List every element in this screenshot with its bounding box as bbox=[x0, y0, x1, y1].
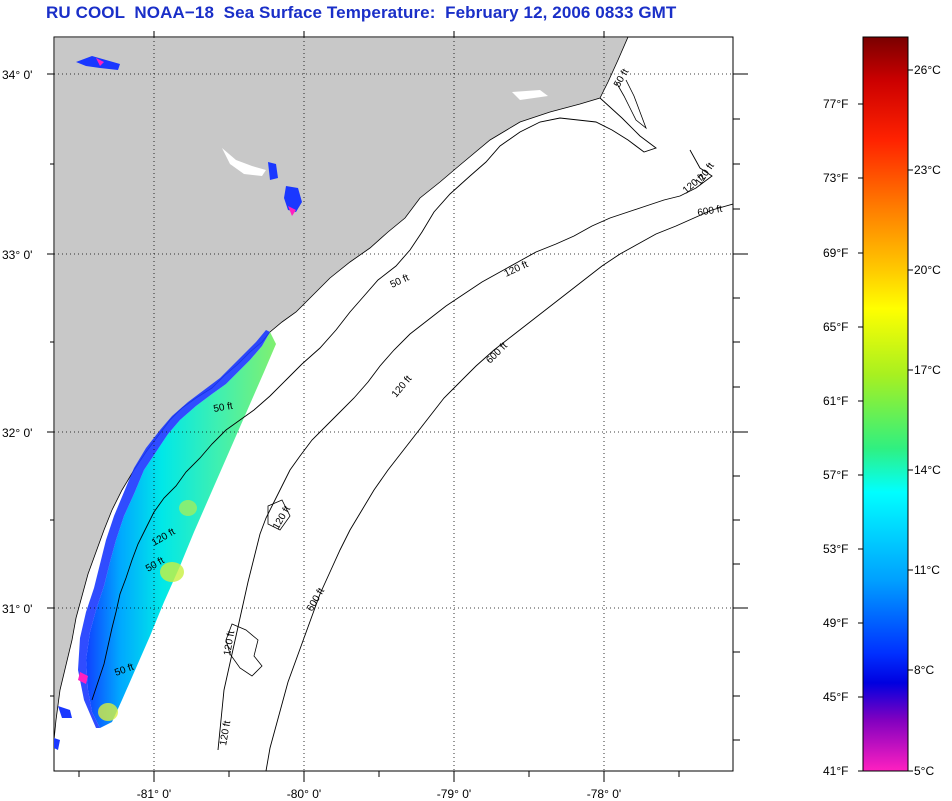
colorbar-c-label: 14°C bbox=[914, 463, 941, 477]
contour-600ft bbox=[265, 203, 733, 771]
colorbar-f-label: 53°F bbox=[823, 542, 848, 556]
colorbar-f-label: 41°F bbox=[823, 764, 848, 778]
colorbar-c-label: 11°C bbox=[914, 563, 940, 577]
map-title: RU COOL NOAA−18 Sea Surface Temperature:… bbox=[46, 3, 677, 22]
colorbar-c-label: 23°C bbox=[914, 163, 941, 177]
colorbar-c-label: 26°C bbox=[914, 63, 941, 77]
colorbar-f-label: 45°F bbox=[823, 690, 848, 704]
frame-ticks bbox=[47, 31, 748, 782]
colorbar-f-label: 69°F bbox=[823, 246, 848, 260]
colorbar-f-label: 49°F bbox=[823, 616, 848, 630]
lat-label-32: 32° 0' bbox=[2, 426, 32, 440]
contour-label: 600 ft bbox=[697, 204, 724, 219]
contour-label: 50 ft bbox=[213, 401, 234, 415]
lat-label-33: 33° 0' bbox=[2, 248, 32, 262]
colorbar-c-label: 20°C bbox=[914, 263, 941, 277]
lon-label-81: -81° 0' bbox=[137, 787, 171, 801]
colorbar-f-label: 65°F bbox=[823, 320, 848, 334]
colorbar-f-label: 61°F bbox=[823, 394, 848, 408]
contour-label: 120 ft bbox=[222, 630, 237, 657]
sst-swath bbox=[86, 332, 276, 728]
colorbar-ticks-c bbox=[908, 69, 913, 772]
colorbar-f-labels: 77°F 73°F 69°F 65°F 61°F 57°F 53°F 49°F … bbox=[823, 97, 848, 778]
contour-label: 120 ft bbox=[218, 720, 233, 747]
colorbar-c-label: 8°C bbox=[914, 663, 934, 677]
colorbar-f-label: 73°F bbox=[823, 171, 848, 185]
lon-label-80: -80° 0' bbox=[287, 787, 321, 801]
colorbar-c-label: 5°C bbox=[914, 764, 934, 778]
lon-label-79: -79° 0' bbox=[437, 787, 471, 801]
colorbar bbox=[862, 36, 909, 772]
lon-label-78: -78° 0' bbox=[587, 787, 621, 801]
colorbar-c-labels: 26°C 23°C 20°C 17°C 14°C 11°C 8°C 5°C bbox=[914, 63, 941, 778]
contour-120ft bbox=[217, 149, 713, 751]
lat-label-31: 31° 0' bbox=[2, 602, 32, 616]
colorbar-f-label: 77°F bbox=[823, 97, 848, 111]
colorbar-c-label: 17°C bbox=[914, 363, 941, 377]
contour-50ft bbox=[91, 97, 657, 701]
axis-labels: 34° 0' 33° 0' 32° 0' 31° 0' -81° 0' -80°… bbox=[2, 68, 621, 801]
lat-label-34: 34° 0' bbox=[2, 68, 32, 82]
colorbar-f-label: 57°F bbox=[823, 468, 848, 482]
colorbar-ticks-f bbox=[858, 103, 863, 772]
